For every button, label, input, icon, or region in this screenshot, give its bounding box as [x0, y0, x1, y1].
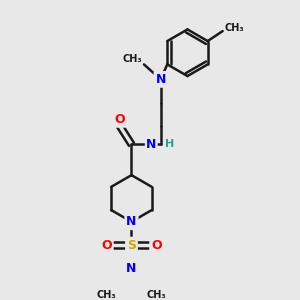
Text: CH₃: CH₃	[97, 290, 116, 300]
Text: CH₃: CH₃	[224, 23, 244, 33]
Text: O: O	[151, 238, 162, 252]
Text: CH₃: CH₃	[147, 290, 166, 300]
Text: S: S	[127, 238, 136, 252]
Text: N: N	[146, 138, 157, 151]
Text: H: H	[165, 139, 174, 149]
Text: O: O	[101, 238, 112, 252]
Text: CH₃: CH₃	[123, 54, 142, 64]
Text: N: N	[155, 73, 166, 86]
Text: N: N	[126, 262, 137, 275]
Text: N: N	[126, 215, 137, 228]
Text: O: O	[115, 113, 125, 126]
